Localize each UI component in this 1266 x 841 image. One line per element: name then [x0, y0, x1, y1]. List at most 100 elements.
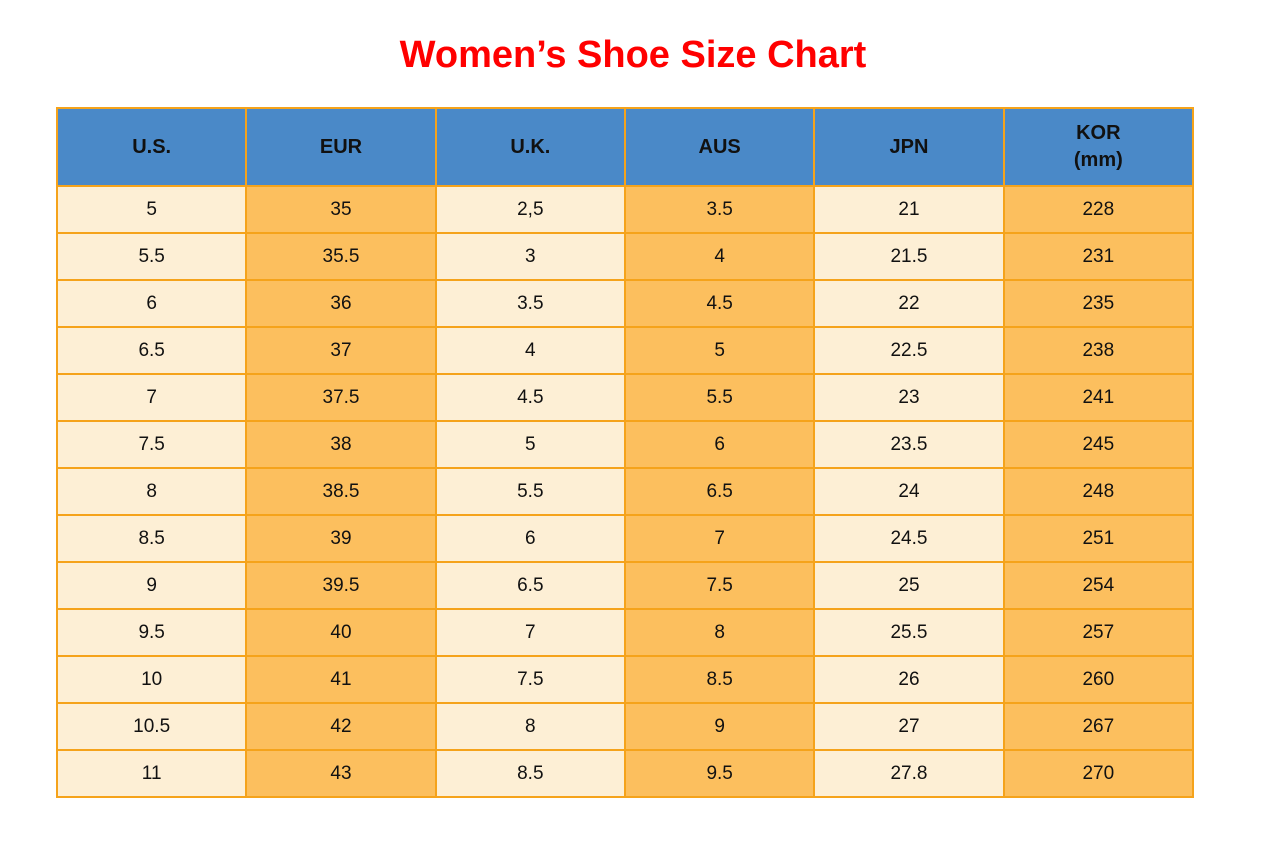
header-cell-eur: EUR	[245, 107, 437, 187]
cell-uk: 6.5	[434, 561, 626, 610]
header-cell-us: U.S.	[55, 107, 248, 187]
cell-uk: 5.5	[434, 467, 626, 516]
cell-kor: 235	[1002, 279, 1195, 328]
header-cell-kor: KOR (mm)	[1002, 107, 1195, 187]
cell-uk: 8.5	[434, 749, 626, 798]
cell-us: 10	[55, 655, 248, 704]
cell-aus: 4.5	[623, 279, 816, 328]
cell-kor: 270	[1002, 749, 1195, 798]
cell-uk: 8	[434, 702, 626, 751]
header-label-us: U.S.	[132, 135, 172, 158]
table-row: 6 36 3.5 4.5 22 235	[55, 279, 1195, 328]
cell-kor: 257	[1002, 608, 1195, 657]
header-label-jpn: JPN	[889, 135, 929, 158]
cell-eur: 39.5	[245, 561, 437, 610]
header-row: U.S. EUR U.K. AUS JPN KOR (mm)	[55, 107, 1195, 187]
cell-eur: 35	[245, 185, 437, 234]
page-title: Women’s Shoe Size Chart	[399, 34, 867, 76]
table-row: 7 37.5 4.5 5.5 23 241	[55, 373, 1195, 422]
table-row: 7.5 38 5 6 23.5 245	[55, 420, 1195, 469]
cell-eur: 38	[245, 420, 437, 469]
cell-eur: 40	[245, 608, 437, 657]
cell-eur: 35.5	[245, 232, 437, 281]
cell-jpn: 21	[813, 185, 1005, 234]
cell-eur: 43	[245, 749, 437, 798]
cell-aus: 7	[623, 514, 816, 563]
table-row: 11 43 8.5 9.5 27.8 270	[55, 749, 1195, 798]
cell-jpn: 27.8	[813, 749, 1005, 798]
cell-aus: 5.5	[623, 373, 816, 422]
cell-us: 8	[55, 467, 248, 516]
cell-kor: 228	[1002, 185, 1195, 234]
cell-eur: 36	[245, 279, 437, 328]
size-table: U.S. EUR U.K. AUS JPN KOR (mm) 5 35 2,5 3.5 21 228 5…	[55, 107, 1195, 798]
cell-us: 7	[55, 373, 248, 422]
cell-eur: 37.5	[245, 373, 437, 422]
cell-uk: 7.5	[434, 655, 626, 704]
cell-eur: 39	[245, 514, 437, 563]
table-row: 5.5 35.5 3 4 21.5 231	[55, 232, 1195, 281]
cell-us: 11	[55, 749, 248, 798]
header-label-uk: U.K.	[510, 135, 551, 158]
cell-jpn: 23	[813, 373, 1005, 422]
cell-us: 8.5	[55, 514, 248, 563]
cell-aus: 9.5	[623, 749, 816, 798]
table-row: 9.5 40 7 8 25.5 257	[55, 608, 1195, 657]
header-label-kor: KOR	[1076, 122, 1121, 144]
cell-kor: 248	[1002, 467, 1195, 516]
cell-jpn: 25	[813, 561, 1005, 610]
cell-kor: 251	[1002, 514, 1195, 563]
cell-uk: 2,5	[434, 185, 626, 234]
cell-jpn: 25.5	[813, 608, 1005, 657]
size-table-body: 5 35 2,5 3.5 21 228 5.5 35.5 3 4 21.5 231 6 36 3.5 4.5 2…	[55, 185, 1195, 798]
table-row: 8.5 39 6 7 24.5 251	[55, 514, 1195, 563]
cell-us: 9.5	[55, 608, 248, 657]
size-table-head: U.S. EUR U.K. AUS JPN KOR (mm)	[55, 107, 1195, 187]
cell-jpn: 24.5	[813, 514, 1005, 563]
table-row: 5 35 2,5 3.5 21 228	[55, 185, 1195, 234]
cell-aus: 3.5	[623, 185, 816, 234]
cell-aus: 5	[623, 326, 816, 375]
cell-eur: 42	[245, 702, 437, 751]
cell-kor: 231	[1002, 232, 1195, 281]
header-label-aus: AUS	[698, 135, 741, 158]
cell-us: 9	[55, 561, 248, 610]
size-chart-container: U.S. EUR U.K. AUS JPN KOR (mm) 5 35 2,5 3.5 21 228 5…	[55, 107, 1195, 798]
cell-jpn: 22.5	[813, 326, 1005, 375]
cell-uk: 3	[434, 232, 626, 281]
cell-jpn: 24	[813, 467, 1005, 516]
cell-jpn: 26	[813, 655, 1005, 704]
cell-aus: 4	[623, 232, 816, 281]
cell-jpn: 22	[813, 279, 1005, 328]
table-row: 10 41 7.5 8.5 26 260	[55, 655, 1195, 704]
cell-uk: 6	[434, 514, 626, 563]
cell-aus: 6.5	[623, 467, 816, 516]
cell-aus: 7.5	[623, 561, 816, 610]
cell-us: 7.5	[55, 420, 248, 469]
cell-kor: 238	[1002, 326, 1195, 375]
cell-aus: 9	[623, 702, 816, 751]
cell-eur: 38.5	[245, 467, 437, 516]
cell-kor: 260	[1002, 655, 1195, 704]
header-cell-jpn: JPN	[813, 107, 1005, 187]
table-row: 10.5 42 8 9 27 267	[55, 702, 1195, 751]
cell-kor: 267	[1002, 702, 1195, 751]
cell-eur: 41	[245, 655, 437, 704]
header-label-eur: EUR	[319, 135, 363, 158]
cell-aus: 8.5	[623, 655, 816, 704]
table-row: 6.5 37 4 5 22.5 238	[55, 326, 1195, 375]
cell-jpn: 27	[813, 702, 1005, 751]
header-sublabel-kor: (mm)	[1073, 149, 1123, 171]
cell-uk: 3.5	[434, 279, 626, 328]
cell-us: 5.5	[55, 232, 248, 281]
cell-jpn: 21.5	[813, 232, 1005, 281]
header-cell-uk: U.K.	[434, 107, 626, 187]
table-row: 9 39.5 6.5 7.5 25 254	[55, 561, 1195, 610]
cell-kor: 254	[1002, 561, 1195, 610]
cell-uk: 5	[434, 420, 626, 469]
cell-us: 6	[55, 279, 248, 328]
cell-jpn: 23.5	[813, 420, 1005, 469]
cell-uk: 4	[434, 326, 626, 375]
cell-kor: 241	[1002, 373, 1195, 422]
